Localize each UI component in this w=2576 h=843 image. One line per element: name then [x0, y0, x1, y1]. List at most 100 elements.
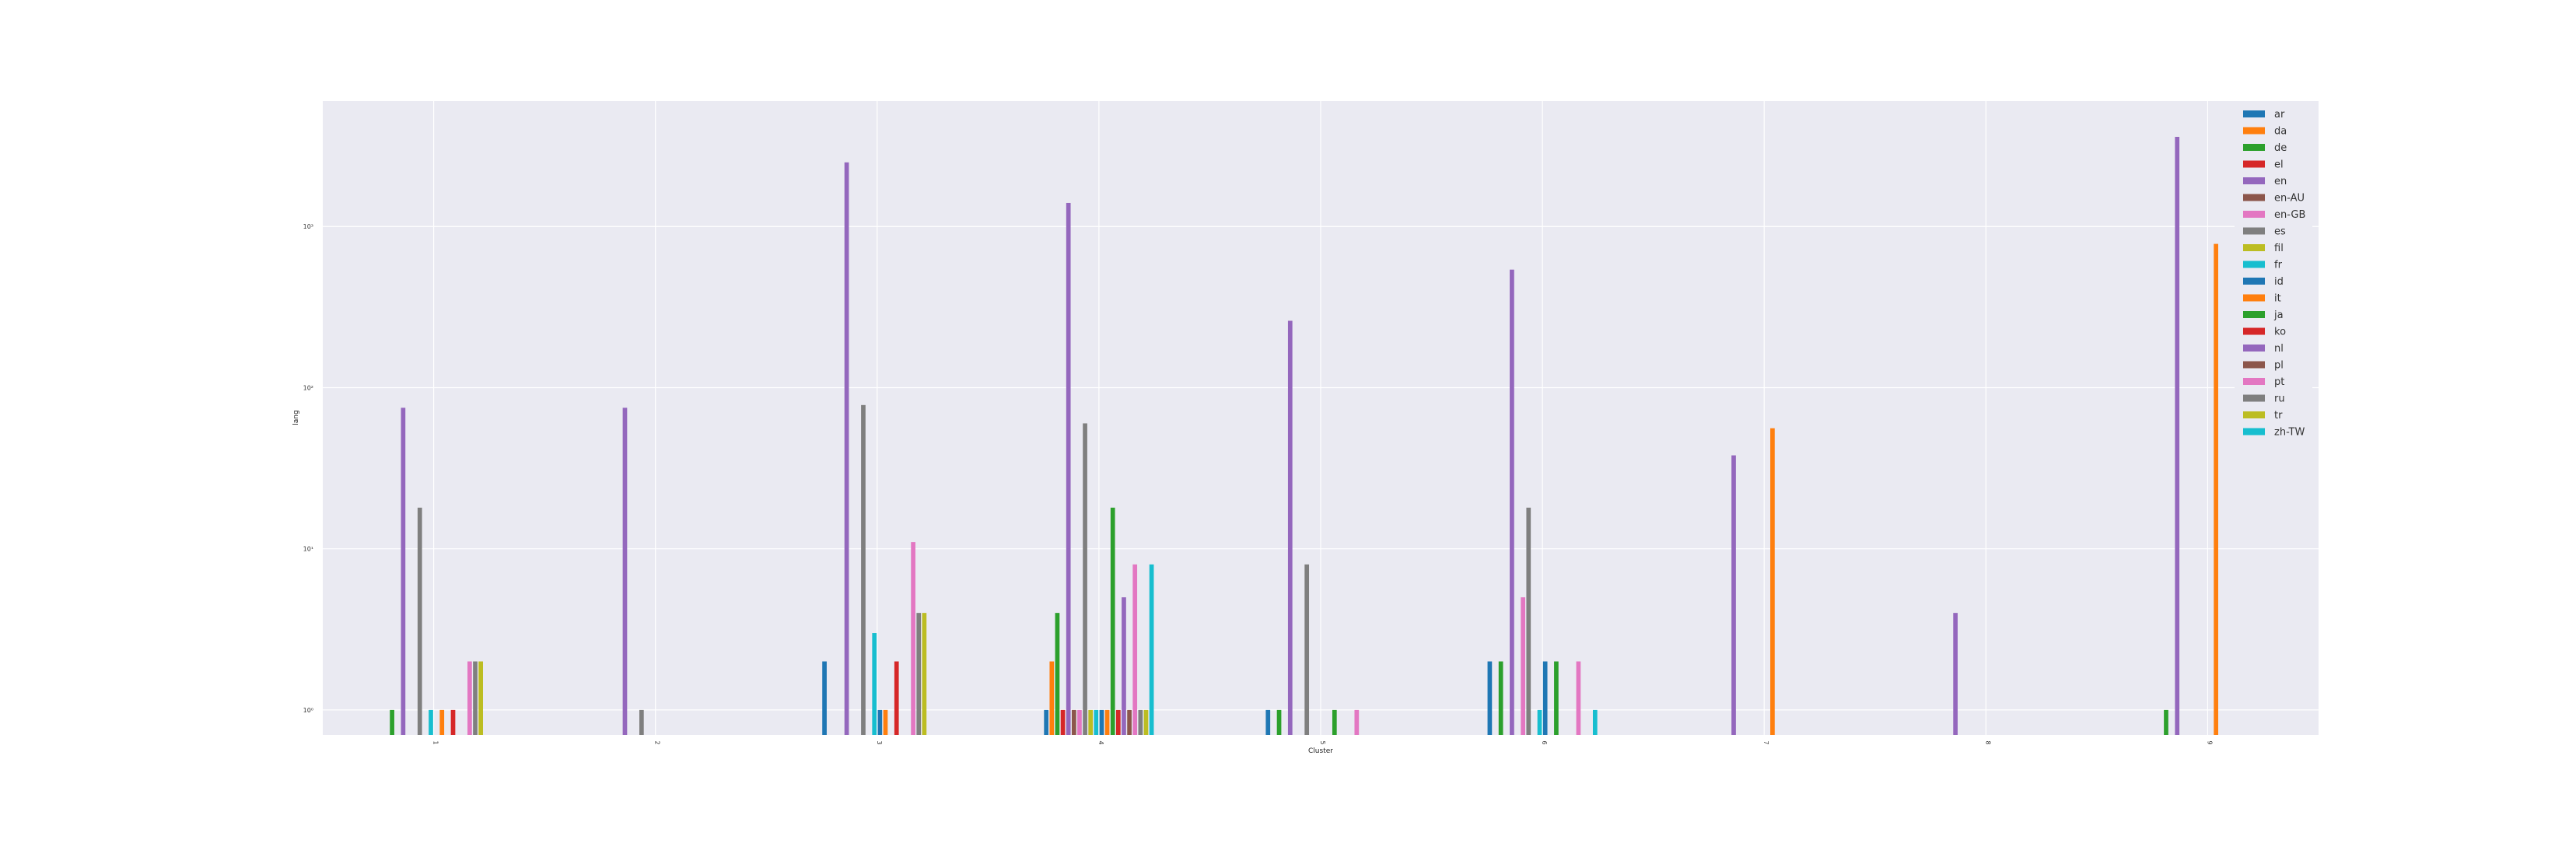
bar: [1132, 564, 1138, 735]
legend-swatch: [2243, 394, 2265, 402]
bar: [1287, 320, 1293, 735]
bar: [1526, 507, 1531, 735]
x-tick-label: 1: [432, 740, 439, 744]
bar: [872, 633, 877, 735]
bar: [883, 709, 888, 735]
legend-swatch: [2243, 278, 2265, 285]
bar: [1094, 709, 1099, 735]
bar: [2164, 709, 2168, 735]
legend-label: fil: [2274, 243, 2284, 254]
bar: [1104, 709, 1110, 735]
bar: [1731, 455, 1736, 735]
bar: [1332, 709, 1337, 735]
legend-label: id: [2274, 276, 2284, 288]
bar: [467, 661, 472, 735]
bar: [1127, 709, 1132, 735]
bar: [1122, 597, 1126, 735]
bar: [2214, 243, 2218, 735]
bar: [1304, 564, 1310, 735]
bar: [1554, 661, 1559, 735]
bar: [1049, 661, 1055, 735]
x-tick-label: 8: [1984, 740, 1991, 744]
legend-swatch: [2243, 411, 2265, 418]
bar: [1487, 661, 1493, 735]
legend-label: fr: [2274, 260, 2283, 271]
legend-label: pt: [2274, 376, 2284, 388]
legend-label: en-GB: [2274, 209, 2305, 221]
legend-label: nl: [2274, 343, 2284, 355]
legend-swatch: [2243, 127, 2265, 135]
bar: [1088, 709, 1094, 735]
bar: [622, 408, 628, 735]
bar: [1138, 709, 1143, 735]
legend-swatch: [2243, 294, 2265, 302]
bar: [1276, 709, 1282, 735]
legend-swatch: [2243, 428, 2265, 435]
bar: [822, 661, 827, 735]
legend-label: ja: [2273, 310, 2284, 321]
x-tick-label: 9: [2206, 740, 2213, 744]
x-tick-label: 4: [1097, 740, 1104, 744]
bar: [877, 709, 883, 735]
bar: [1110, 507, 1115, 735]
legend-label: da: [2274, 126, 2287, 138]
legend-label: el: [2274, 159, 2284, 171]
bar: [473, 661, 478, 735]
legend-swatch: [2243, 177, 2265, 184]
bar: [639, 709, 644, 735]
bar: [894, 661, 899, 735]
bar: [1510, 269, 1514, 735]
y-tick-label: 10²: [303, 384, 313, 391]
legend-swatch: [2243, 144, 2265, 151]
legend-swatch: [2243, 327, 2265, 335]
legend-swatch: [2243, 211, 2265, 218]
bar: [2175, 136, 2180, 736]
bar: [1060, 709, 1066, 735]
legend-label: ru: [2274, 394, 2285, 405]
bar: [1143, 709, 1149, 735]
legend-box: [2235, 106, 2312, 443]
bar: [1537, 709, 1542, 735]
bar: [1953, 613, 1958, 735]
bar: [922, 613, 927, 735]
legend-label: en: [2274, 176, 2287, 187]
bar: [1077, 709, 1082, 735]
legend-swatch: [2243, 261, 2265, 268]
grid: [323, 101, 2319, 735]
bar: [1265, 709, 1271, 735]
legend-swatch: [2243, 244, 2265, 251]
legend-swatch: [2243, 361, 2265, 369]
legend-swatch: [2243, 194, 2265, 201]
y-tick-label: 10⁰: [303, 707, 313, 714]
bar: [1071, 709, 1076, 735]
bar: [401, 408, 406, 735]
bar: [478, 661, 483, 735]
bar: [911, 542, 915, 735]
legend-label: tr: [2274, 410, 2283, 422]
legend-label: pl: [2274, 360, 2284, 372]
legend-swatch: [2243, 345, 2265, 352]
bar: [1099, 709, 1104, 735]
legend-swatch: [2243, 110, 2265, 117]
bar: [417, 507, 422, 735]
y-tick-label: 10¹: [303, 546, 313, 553]
legend-label: ar: [2274, 109, 2285, 121]
bar: [1354, 709, 1360, 735]
bar: [1521, 597, 1526, 735]
bar: [1044, 709, 1049, 735]
legend-swatch: [2243, 227, 2265, 235]
x-axis-label: Cluster: [1308, 747, 1333, 755]
bar: [861, 404, 866, 735]
legend-label: en-AU: [2274, 193, 2305, 205]
bar: [1498, 661, 1503, 735]
legend-swatch: [2243, 311, 2265, 318]
bar: [450, 709, 456, 735]
bar: [429, 709, 433, 735]
bar: [1115, 709, 1121, 735]
legend-swatch: [2243, 160, 2265, 168]
legend-swatch: [2243, 378, 2265, 385]
bar: [390, 709, 394, 735]
bar: [1770, 428, 1775, 735]
